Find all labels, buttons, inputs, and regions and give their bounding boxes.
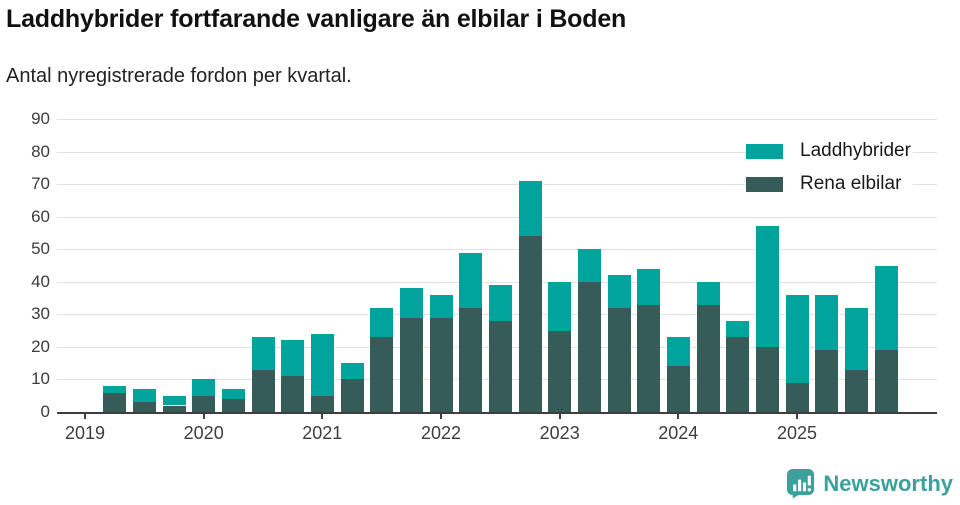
bar-segment-rena-elbilar [281,376,305,412]
bar-segment-laddhybrider [607,275,631,308]
bar-segment-rena-elbilar [874,350,898,412]
gridline-90 [57,119,937,120]
bar-segment-laddhybrider [488,285,512,321]
y-axis-label-20: 20 [31,336,50,356]
bar-segment-rena-elbilar [340,379,364,412]
bar-segment-laddhybrider [340,363,364,380]
x-axis-line [57,412,937,414]
bar-segment-laddhybrider [844,307,868,370]
bar-segment-rena-elbilar [459,307,483,412]
bar-segment-laddhybrider [577,249,601,282]
legend-item-rena-elbilar: Rena elbilar [746,172,913,196]
bar-segment-laddhybrider [221,389,245,399]
gridline-50 [57,249,937,251]
bar-segment-laddhybrider [162,395,186,406]
x-axis-label-2024: 2024 [658,423,699,443]
page-title: Laddhybrider fortfarande vanligare än el… [6,5,627,33]
x-axis-tick-2021 [321,414,324,419]
bar-segment-laddhybrider [192,379,216,396]
x-axis-label-2019: 2019 [64,423,106,443]
bar-segment-rena-elbilar [132,402,156,412]
bar-segment-laddhybrider [103,386,127,393]
bar-segment-rena-elbilar [370,337,394,412]
x-axis-tick-2022 [440,414,442,419]
y-axis-label-40: 40 [31,271,50,291]
bar-segment-laddhybrider [666,337,690,367]
x-axis-tick-2019 [84,414,86,419]
bar-segment-rena-elbilar [815,350,839,412]
x-axis-tick-2025 [796,414,798,419]
legend-item-laddhybrider: Laddhybrider [746,139,913,163]
bar-segment-laddhybrider [370,307,394,338]
bar-segment-rena-elbilar [429,317,453,412]
legend-label: Laddhybrider [800,140,911,161]
bar-segment-laddhybrider [310,333,334,396]
bar-segment-rena-elbilar [607,307,631,412]
bar-segment-laddhybrider [429,294,453,318]
bar-segment-rena-elbilar [548,330,572,412]
y-axis-label-80: 80 [31,141,50,161]
gridline-70 [57,184,937,186]
bar-segment-laddhybrider [132,389,156,403]
bar-segment-rena-elbilar [844,369,868,412]
legend-swatch-rena-elbilar [746,176,783,192]
bar-segment-laddhybrider [251,337,275,370]
x-axis-label-2021: 2021 [302,423,343,443]
legend-label: Rena elbilar [800,173,902,194]
x-axis-tick-2024 [677,414,680,419]
y-axis-label-90: 90 [31,109,50,128]
x-axis-label-2020: 2020 [183,423,224,443]
bar-segment-rena-elbilar [696,304,720,412]
bar-segment-laddhybrider [755,226,779,347]
bar-segment-rena-elbilar [192,395,216,412]
bar-segment-rena-elbilar [251,369,275,412]
gridline-40 [57,281,937,283]
bar-segment-rena-elbilar [785,382,809,412]
y-axis-label-10: 10 [31,369,50,389]
chart-legend: Laddhybrider Rena elbilar [746,139,913,205]
bar-segment-laddhybrider [399,288,423,318]
bar-segment-rena-elbilar [726,337,750,412]
bar-segment-rena-elbilar [518,236,542,412]
bar-segment-rena-elbilar [666,366,690,412]
bar-segment-rena-elbilar [162,405,186,412]
bar-segment-laddhybrider [696,281,720,305]
brand-name: Newsworthy [823,470,953,496]
bar-segment-rena-elbilar [488,320,512,412]
bar-segment-laddhybrider [281,340,305,377]
chart-subtitle: Antal nyregistrerade fordon per kvartal. [6,65,352,87]
y-axis-label-60: 60 [31,206,50,226]
y-axis-label-30: 30 [31,304,50,324]
y-axis-label-0: 0 [40,402,50,421]
bar-segment-laddhybrider [815,294,839,351]
x-axis-label-2022: 2022 [420,423,462,443]
bar-segment-rena-elbilar [755,346,779,412]
bar-segment-laddhybrider [459,252,483,308]
bar-segment-laddhybrider [785,294,809,383]
y-axis-label-50: 50 [31,239,50,259]
x-axis-tick-2020 [202,414,205,419]
bar-segment-rena-elbilar [310,395,334,412]
bar-segment-laddhybrider [518,180,542,237]
newsworthy-logo: Newsworthy [785,468,953,499]
x-axis-label-2025: 2025 [776,423,818,443]
y-axis-label-70: 70 [31,174,50,194]
gridline-80 [57,151,937,153]
bar-segment-laddhybrider [726,320,750,338]
legend-swatch-laddhybrider [746,143,783,159]
bar-segment-rena-elbilar [577,281,601,412]
bar-segment-rena-elbilar [637,304,661,412]
x-axis-label-2023: 2023 [539,423,580,443]
bar-segment-rena-elbilar [399,317,423,412]
bar-segment-rena-elbilar [103,392,127,412]
newsworthy-bubble-chart-icon [787,468,815,499]
bar-segment-laddhybrider [548,281,572,331]
bar-segment-rena-elbilar [221,399,245,412]
bar-segment-laddhybrider [637,268,661,305]
x-axis-tick-2023 [558,414,561,419]
gridline-60 [57,216,937,218]
bar-segment-laddhybrider [874,265,898,351]
